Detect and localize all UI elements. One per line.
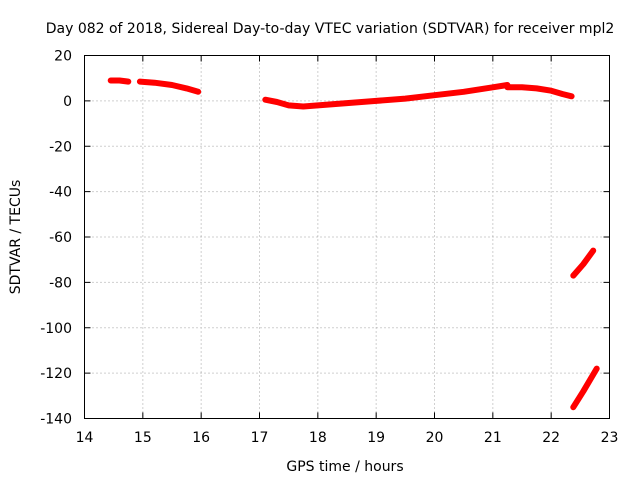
series-arc-6 xyxy=(570,365,600,411)
y-tick-label: -80 xyxy=(49,275,72,291)
x-tick-label: 16 xyxy=(192,430,210,446)
x-tick-label: 20 xyxy=(426,430,444,446)
x-tick-label: 19 xyxy=(367,430,385,446)
x-tick-label: 21 xyxy=(484,430,502,446)
axis-ticks xyxy=(84,55,610,419)
y-tick-labels: 20 0 -20 -40 -60 -80 -100 -120 -140 xyxy=(40,49,72,428)
y-tick-label: -100 xyxy=(40,321,72,337)
x-tick-label: 23 xyxy=(601,430,619,446)
series-arc-3 xyxy=(262,82,511,110)
x-tick-label: 17 xyxy=(251,430,269,446)
y-tick-label: -60 xyxy=(49,230,72,246)
x-tick-label: 14 xyxy=(76,430,94,446)
x-tick-label: 22 xyxy=(542,430,560,446)
data-series xyxy=(107,77,600,411)
y-tick-label: -20 xyxy=(49,139,72,155)
y-axis-label: SDTVAR / TECUs xyxy=(8,180,24,295)
gridlines xyxy=(84,55,610,419)
x-axis-label: GPS time / hours xyxy=(286,459,403,475)
series-arc-1 xyxy=(107,77,132,85)
chart-title: Day 082 of 2018, Sidereal Day-to-day VTE… xyxy=(46,21,615,37)
series-arc-5 xyxy=(570,247,597,279)
x-tick-labels: 14 15 16 17 18 19 20 21 22 23 xyxy=(76,430,619,446)
y-tick-label: 20 xyxy=(54,49,72,65)
series-arc-2 xyxy=(136,78,202,95)
y-tick-label: -40 xyxy=(49,185,72,201)
x-tick-label: 18 xyxy=(309,430,327,446)
x-tick-label: 15 xyxy=(134,430,152,446)
series-arc-4 xyxy=(504,84,575,100)
y-tick-label: -140 xyxy=(40,412,72,428)
y-tick-label: -120 xyxy=(40,366,72,382)
y-tick-label: 0 xyxy=(63,94,72,110)
